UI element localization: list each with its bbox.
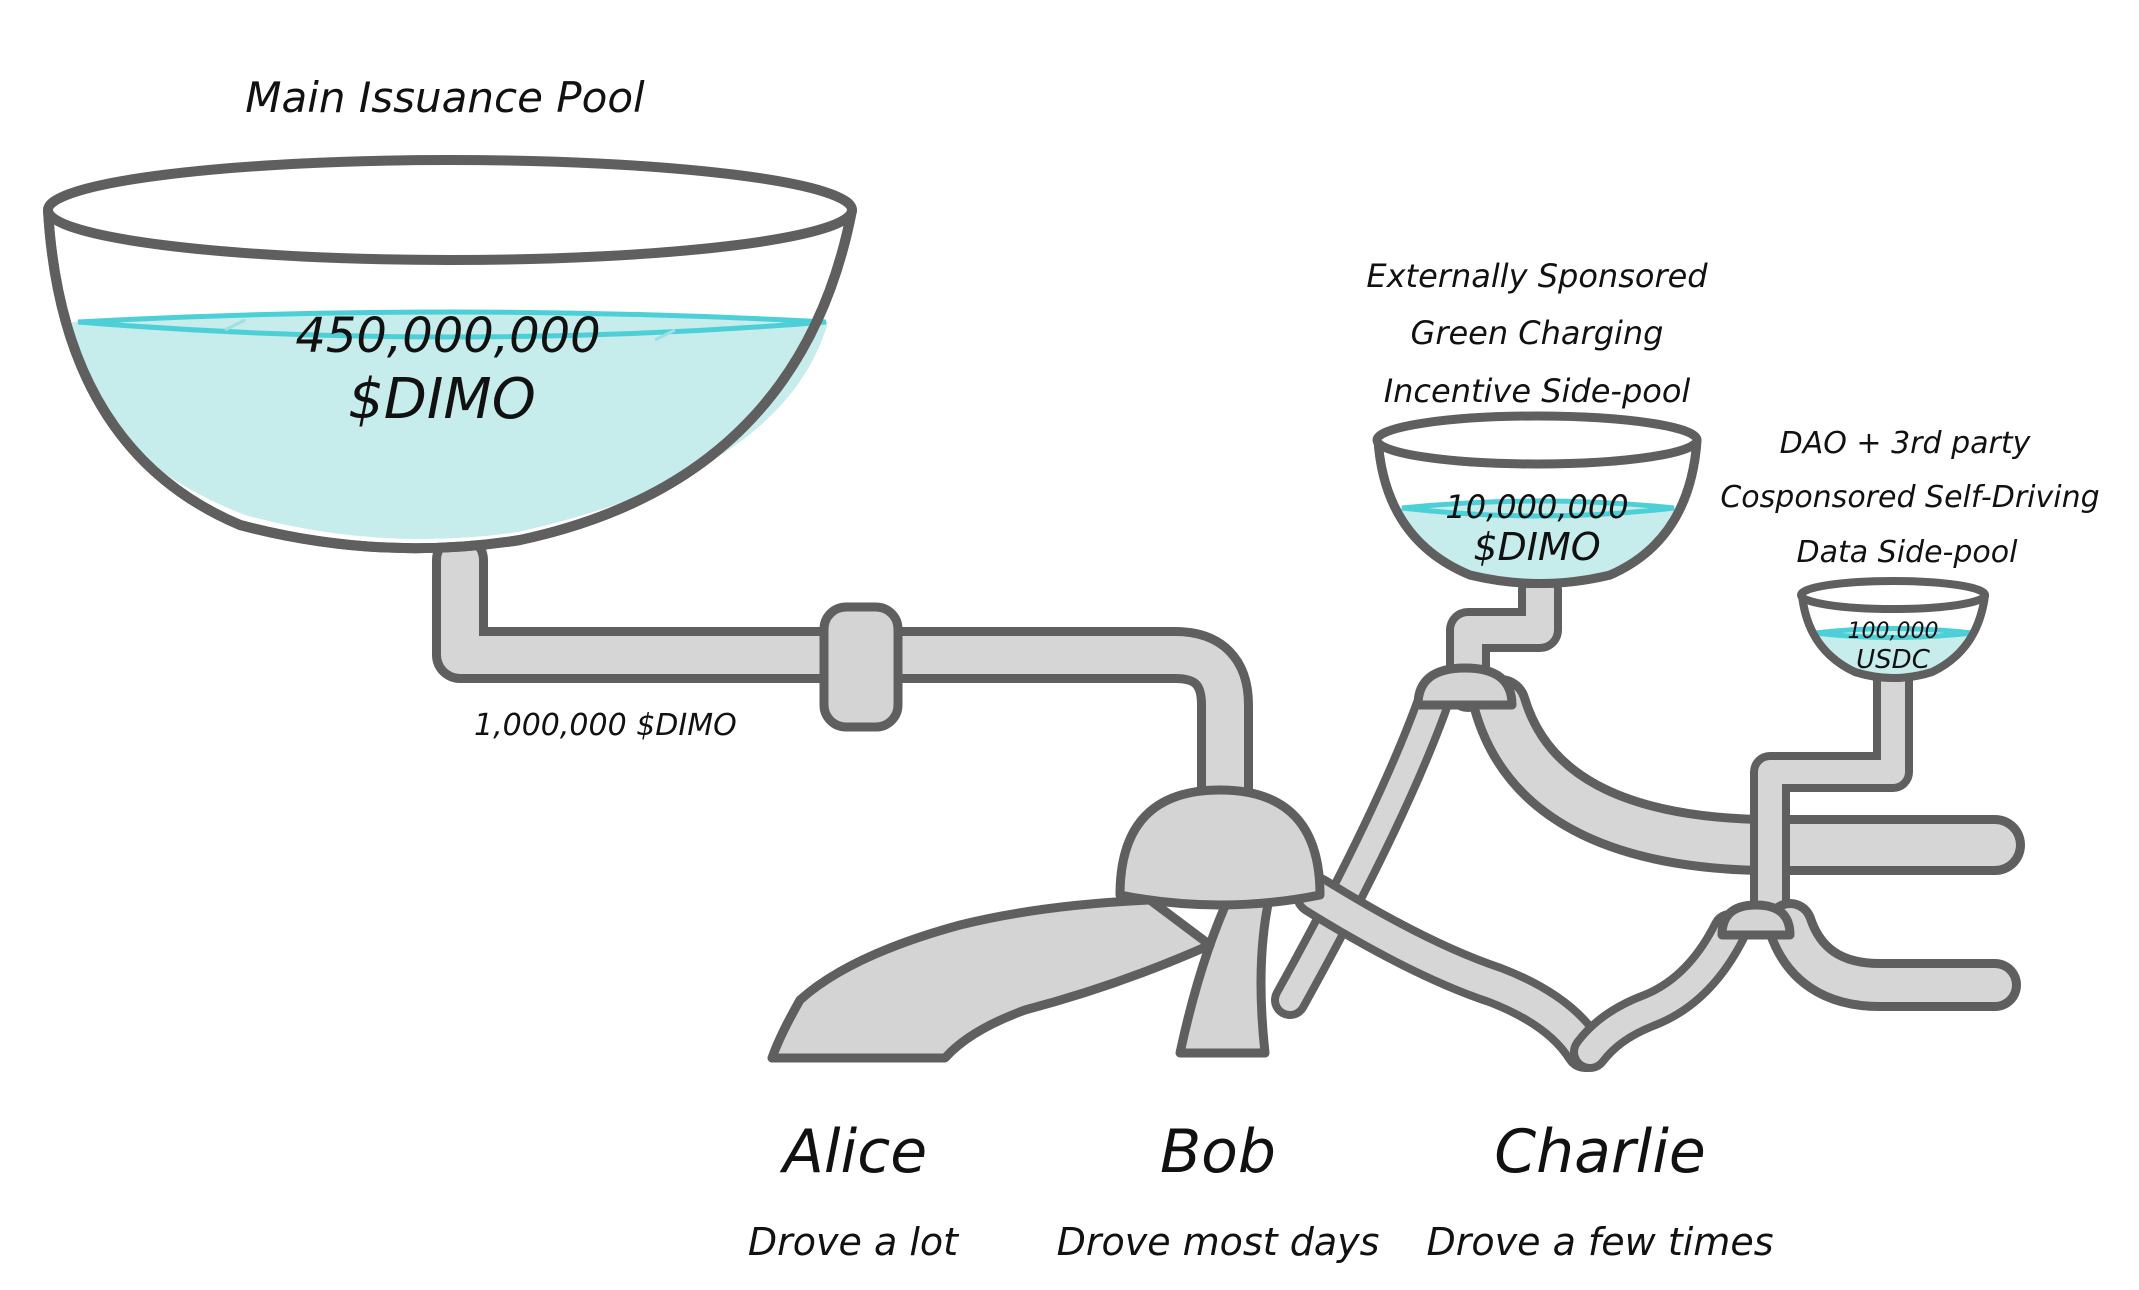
valve-dao-junction (1717, 900, 1795, 940)
green-pool-water (1400, 502, 1676, 580)
alice-spout (767, 895, 1215, 1063)
recipient-note-charlie: Drove a few times (1426, 1220, 1773, 1264)
green-pool-amount: 10,000,000 (1445, 488, 1628, 526)
green-pool-title-line-3: Incentive Side-pool (1384, 372, 1691, 410)
valve-green-junction (1413, 663, 1517, 710)
dao-pool-title-line-3: Data Side-pool (1797, 535, 2019, 570)
valve-main (819, 602, 903, 732)
recipient-name-bob: Bob (1160, 1117, 1276, 1187)
bob-spout (1175, 890, 1275, 1058)
dao-pool-amount: 100,000 (1848, 619, 1939, 644)
dao-pool-drain-pipe (1750, 660, 1913, 930)
faucet-dome (1115, 785, 1325, 910)
green-charging-side-pool (1372, 411, 1702, 588)
flow-amount-label: 1,000,000 $DIMO (474, 708, 737, 743)
main-pool-unit: $DIMO (348, 367, 536, 432)
main-pool-rim (43, 155, 857, 265)
dao-pool-title-line-1: DAO + 3rd party (1780, 426, 2032, 461)
dao-self-driving-side-pool (1797, 577, 1989, 682)
main-pool-water (72, 311, 828, 540)
green-pool-title-line-1: Externally Sponsored (1366, 257, 1708, 295)
main-issuance-pool (43, 155, 857, 554)
main-pool-amount: 450,000,000 (295, 308, 600, 364)
main-pool-title: Main Issuance Pool (245, 73, 645, 122)
recipient-name-charlie: Charlie (1494, 1117, 1706, 1187)
green-pool-title-line-2: Green Charging (1411, 314, 1664, 352)
recipient-note-bob: Drove most days (1057, 1220, 1380, 1264)
green-pool-unit: $DIMO (1473, 525, 1600, 569)
pipe-network (432, 532, 2025, 1072)
recipient-name-alice: Alice (779, 1117, 927, 1187)
recipient-note-alice: Drove a lot (748, 1220, 960, 1264)
dao-pool-title-line-2: Cosponsored Self-Driving (1720, 480, 2099, 515)
dao-pool-water (1813, 629, 1974, 675)
dao-pool-unit: USDC (1856, 645, 1931, 675)
main-faucet (767, 785, 1325, 1063)
